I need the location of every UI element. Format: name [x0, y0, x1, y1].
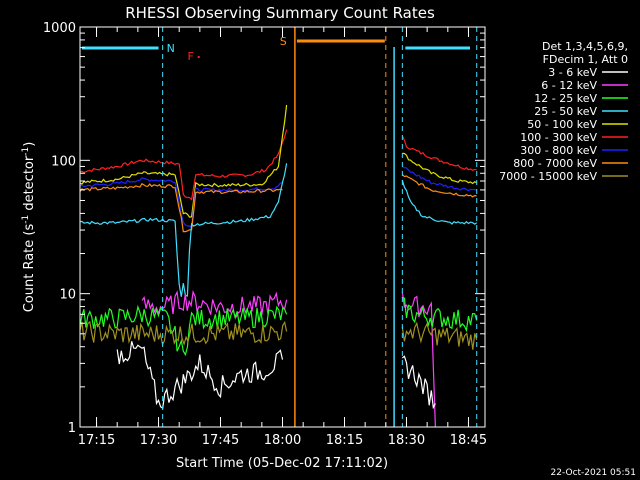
flare-label: F: [187, 50, 193, 63]
y-axis-label-end: ): [22, 142, 37, 147]
legend-entry-label: 300 - 800 keV: [520, 144, 597, 157]
x-tick-label: 18:15: [326, 433, 363, 448]
legend-entry-label: 50 - 100 keV: [527, 118, 597, 131]
y-tick-label: 1: [68, 421, 76, 436]
series-line-14: [79, 320, 288, 347]
chart-title: RHESSI Observing Summary Count Rates: [125, 4, 435, 22]
night-label: N: [167, 42, 175, 55]
y-tick-label: 10: [59, 288, 76, 303]
y-axis-label-sup1: -1: [21, 215, 31, 224]
series-layer: [79, 104, 478, 428]
legend-entry-label: 100 - 300 keV: [520, 131, 597, 144]
legend-header-line: FDecim 1, Att 0: [543, 53, 628, 66]
legend-entry-label: 800 - 7000 keV: [513, 157, 597, 170]
series-line-15: [401, 321, 478, 350]
y-tick-label: 100: [51, 154, 76, 169]
footer-timestamp: 22-Oct-2021 05:51: [551, 468, 636, 478]
saa-label: S: [280, 35, 287, 48]
series-line-16: [116, 341, 284, 410]
series-line-0: [79, 129, 288, 201]
series-line-17: [401, 355, 436, 410]
series-line-9: [401, 180, 478, 225]
series-line-4: [79, 177, 283, 228]
series-line-6: [79, 182, 283, 233]
series-line-8: [79, 163, 288, 297]
x-tick-label: 17:45: [202, 433, 239, 448]
series-line-7: [401, 174, 477, 198]
legend-entry-label: 7000 - 15000 keV: [499, 170, 597, 183]
series-line-1: [401, 135, 477, 171]
x-tick-label: 17:30: [140, 433, 177, 448]
legend-header-line: Det 1,3,4,5,6,9,: [542, 40, 628, 53]
marker-layer: N S F: [82, 27, 478, 427]
series-line-13: [402, 297, 478, 333]
y-tick-label: 1000: [43, 21, 76, 36]
series-line-2: [79, 104, 288, 218]
legend: Det 1,3,4,5,6,9,FDecim 1, Att 03 - 6 keV…: [499, 40, 628, 183]
series-line-5: [402, 166, 477, 192]
y-axis-label: Count Rate (s-1 detector-1): [21, 142, 37, 313]
x-tick-label: 17:15: [78, 433, 115, 448]
y-axis-label-main: Count Rate (s: [22, 224, 37, 313]
flare-marker: [197, 56, 200, 58]
axis-layer: 17:15 17:30 17:45 18:00 18:15 18:30 18:45 1 10 10…: [43, 21, 487, 448]
legend-entry-label: 3 - 6 keV: [548, 66, 597, 79]
series-line-3: [402, 152, 477, 185]
y-axis-label-mid: detector: [22, 155, 37, 215]
x-tick-label: 18:00: [264, 433, 301, 448]
legend-entry-label: 25 - 50 keV: [534, 105, 597, 118]
legend-entry-label: 6 - 12 keV: [541, 79, 597, 92]
series-line-12: [79, 304, 288, 357]
y-axis-label-sup2: -1: [21, 147, 31, 156]
legend-entry-label: 12 - 25 keV: [534, 92, 597, 105]
x-axis-label: Start Time (05-Dec-02 17:11:02): [176, 456, 388, 471]
x-tick-label: 18:30: [388, 433, 425, 448]
x-tick-label: 18:45: [450, 433, 487, 448]
